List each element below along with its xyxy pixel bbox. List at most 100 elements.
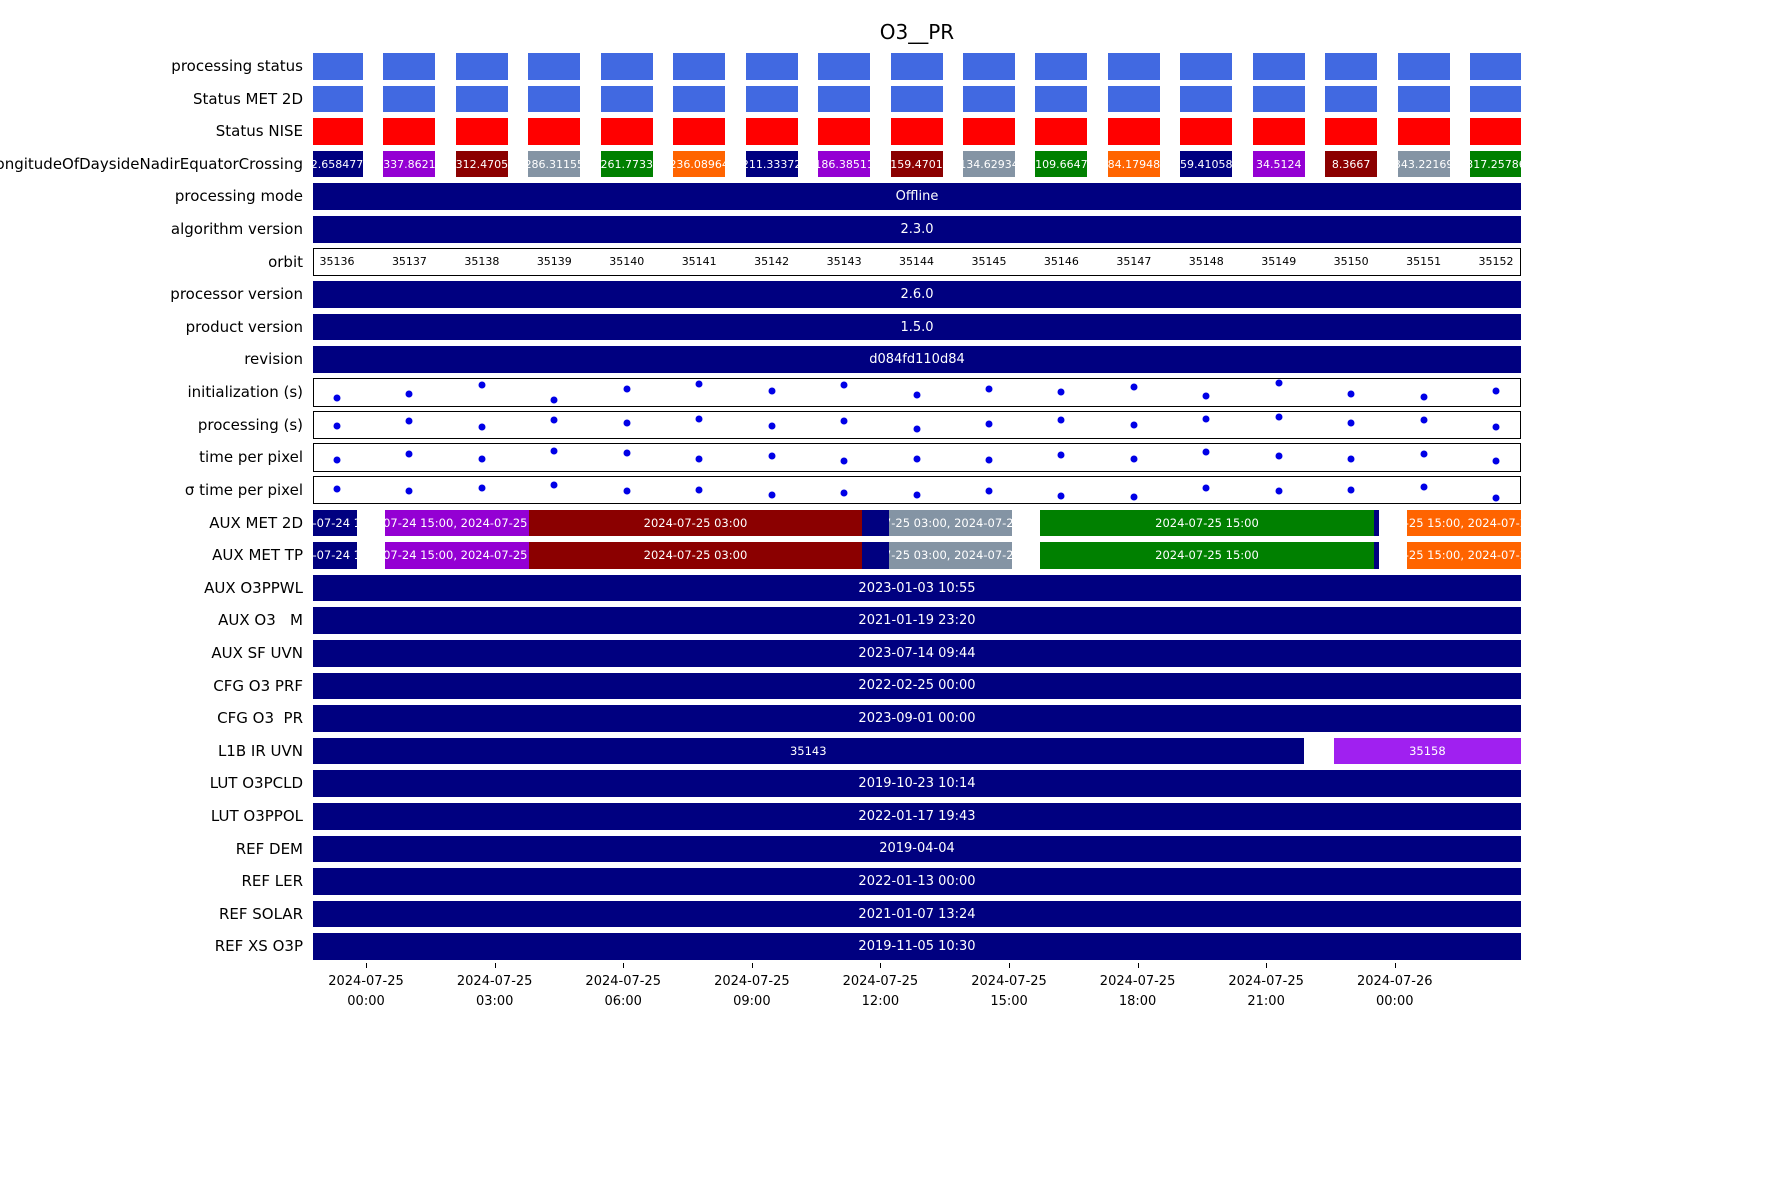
data-point (1347, 455, 1355, 463)
orbit-number: 35137 (391, 254, 427, 268)
data-point (1420, 393, 1428, 401)
data-point (1057, 416, 1065, 424)
row-label: revision (244, 350, 303, 369)
data-point (1202, 415, 1210, 423)
longitude-value-block: 84.17948 (1107, 150, 1160, 178)
data-point (1275, 413, 1283, 421)
row-label: AUX MET TP (212, 546, 303, 565)
timeline-segment: 2024-07-25 15:00 (1039, 542, 1374, 569)
status-block (1470, 85, 1521, 113)
data-point (1420, 416, 1428, 424)
longitude-value-block: 236.08964 (673, 150, 726, 178)
status-block (673, 118, 726, 145)
value-bar: 2022-01-17 19:43 (313, 802, 1521, 830)
status-block (1252, 85, 1305, 113)
orbit-number: 35146 (1043, 254, 1079, 268)
status-block (600, 118, 653, 145)
x-tick-mark (1009, 963, 1011, 968)
data-point (405, 450, 413, 458)
data-point (913, 491, 921, 499)
value-bar: 2022-01-13 00:00 (313, 868, 1521, 895)
status-block (890, 85, 943, 113)
value-bar: 1.5.0 (313, 313, 1521, 341)
timeline-segment: 2024-07-25 03:00, 2024-07-25 15:00 (888, 542, 1012, 569)
data-point (768, 387, 776, 395)
status-block (1325, 53, 1378, 80)
row-label: processing mode (174, 187, 303, 206)
timeline-segment: 2024-07-25 15:00, 2024-07-26 03:00 (1406, 509, 1521, 537)
data-point (768, 422, 776, 430)
orbit-number: 35136 (319, 254, 355, 268)
data-point (623, 385, 631, 393)
chart-title: O3__PR (879, 20, 955, 44)
data-point (333, 394, 341, 402)
orbit-number: 35141 (681, 254, 717, 268)
longitude-value-block: 211.33372 (745, 150, 798, 178)
x-tick-label: 2024-07-25 15:00 (971, 974, 1047, 1009)
value-bar: 2023-01-03 10:55 (313, 574, 1521, 602)
data-point (768, 491, 776, 499)
orbit-number: 35142 (754, 254, 790, 268)
data-point (1275, 379, 1283, 387)
orbit-number: 35150 (1333, 254, 1369, 268)
row-label: REF SOLAR (218, 904, 303, 923)
status-block (313, 85, 363, 113)
status-block (673, 53, 726, 80)
status-block (1180, 53, 1233, 80)
timeline-segment: 2024-07-24 15:00 (313, 509, 357, 537)
status-block (1397, 118, 1450, 145)
data-point (550, 396, 558, 404)
row-label: Status MET 2D (192, 89, 303, 108)
longitude-value-block: 8.3667 (1325, 150, 1378, 178)
status-block (745, 85, 798, 113)
timeline-segment: 2024-07-24 15:00, 2024-07-25 03:00 (384, 542, 529, 569)
status-block (383, 118, 436, 145)
data-point (1202, 392, 1210, 400)
orbit-number: 35139 (536, 254, 572, 268)
data-point (840, 489, 848, 497)
data-point (550, 481, 558, 489)
data-point (1492, 387, 1500, 395)
data-point (333, 422, 341, 430)
status-block (1180, 118, 1233, 145)
plot-area: 2.658477 337.8621 312.4705 286.31155 261.773… (313, 50, 1521, 963)
row-label: product version (185, 317, 303, 336)
data-point (1130, 493, 1138, 501)
status-block (745, 53, 798, 80)
status-block (1252, 53, 1305, 80)
longitude-value-block: 134.62934 (962, 150, 1015, 178)
status-block (1107, 85, 1160, 113)
scatter-row-box (313, 410, 1521, 440)
longitude-value-block: 312.4705 (455, 150, 508, 178)
data-point (405, 487, 413, 495)
data-point (695, 455, 703, 463)
data-point (623, 419, 631, 427)
row-label: AUX O3PPWL (204, 578, 303, 597)
status-block (383, 53, 436, 80)
row-label: LUT O3PPOL (210, 806, 303, 825)
status-block (1035, 118, 1088, 145)
timeline-segment: 2024-07-24 15:00, 2024-07-25 03:00 (384, 509, 529, 537)
status-block (962, 118, 1015, 145)
longitude-value-block: 2.658477 (313, 150, 363, 178)
data-point (1420, 450, 1428, 458)
status-block (962, 53, 1015, 80)
x-tick-mark (1394, 963, 1396, 968)
timeline-segment (1373, 542, 1379, 569)
orbit-number: 35152 (1478, 254, 1514, 268)
row-label: CFG O3 PR (217, 709, 303, 728)
status-block (818, 85, 871, 113)
status-block (1107, 53, 1160, 80)
value-bar: 2022-02-25 00:00 (313, 672, 1521, 700)
longitude-value-block: 261.7733 (600, 150, 653, 178)
data-point (1057, 451, 1065, 459)
longitude-value-block: 317.25786 (1470, 150, 1521, 178)
value-bar: 2019-04-04 (313, 835, 1521, 863)
data-point (1420, 483, 1428, 491)
status-block (673, 85, 726, 113)
status-block (962, 85, 1015, 113)
status-block (1180, 85, 1233, 113)
orbit-number: 35148 (1188, 254, 1224, 268)
status-block (1470, 53, 1521, 80)
